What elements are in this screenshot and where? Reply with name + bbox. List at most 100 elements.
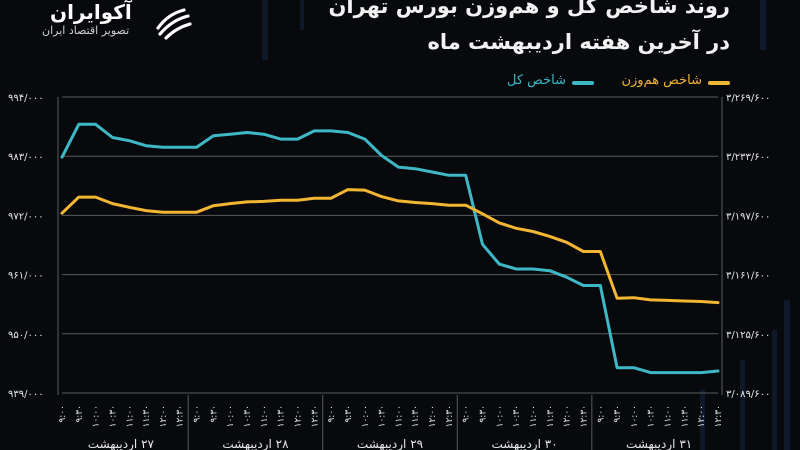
legend-swatch-total <box>572 81 594 85</box>
data-point-total <box>229 132 232 136</box>
x-axis-tick-label: ۱۰:۰۰ <box>630 405 640 427</box>
series-line-equal_weight <box>60 188 720 305</box>
day-group-label: ۲۹ اردیبهشت <box>357 437 423 450</box>
data-point-total <box>649 371 652 374</box>
data-point-total <box>346 131 350 134</box>
legend-label-total: شاخص کل <box>507 73 566 88</box>
data-point-total <box>514 267 518 271</box>
data-point-equal_weight <box>582 250 585 253</box>
data-point-equal_weight <box>430 202 434 205</box>
x-axis-tick-label: ۱۱:۳۰ <box>680 405 690 427</box>
legend-item-equal-weight: شاخص هم‌وزن <box>598 72 730 94</box>
data-point-equal_weight <box>60 212 64 215</box>
x-axis-tick-label: ۹:۰۰ <box>58 405 68 423</box>
data-point-total <box>699 371 703 374</box>
day-group-label: ۲۷ اردیبهشت <box>88 437 155 450</box>
right-axis-tick-label: ۳/۱۶۱/۶۰۰ <box>726 271 770 282</box>
x-axis-tick-label: ۱۰:۰۰ <box>92 405 102 427</box>
data-point-total <box>582 284 585 287</box>
right-axis-tick-label: ۳/۲۳۳/۶۰۰ <box>726 152 770 163</box>
data-point-equal_weight <box>262 200 266 203</box>
chart-legend: شاخص هم‌وزن شاخص کل <box>490 72 730 94</box>
background-bar <box>300 0 304 30</box>
data-point-total <box>363 137 366 141</box>
data-point-total <box>464 174 467 177</box>
data-point-total <box>683 371 686 374</box>
x-axis-tick-label: ۹:۰۰ <box>327 405 337 423</box>
data-point-equal_weight <box>229 202 232 205</box>
background-bar <box>760 0 766 50</box>
data-point-equal_weight <box>414 201 417 204</box>
data-point-total <box>60 155 64 159</box>
data-point-equal_weight <box>178 210 181 214</box>
data-point-total <box>548 269 551 272</box>
data-point-equal_weight <box>481 212 484 215</box>
brand-name: آکوایران <box>50 0 132 24</box>
data-point-total <box>615 366 619 369</box>
left-axis-tick-label: ۹۵۰/۰۰۰ <box>8 330 44 341</box>
left-axis-tick-label: ۹۳۹/۰۰۰ <box>8 389 44 400</box>
data-point-total <box>397 165 400 169</box>
x-axis-tick-label: ۱۰:۳۰ <box>243 405 253 427</box>
data-point-total <box>262 132 266 136</box>
brand-logo: آکوایران تصویر اقتصاد ایران <box>12 0 202 42</box>
data-point-equal_weight <box>464 203 467 207</box>
data-point-total <box>144 144 148 147</box>
data-point-total <box>313 129 316 133</box>
background-bar <box>784 300 790 450</box>
left-axis-tick-label: ۹۷۲/۰۰۰ <box>8 211 44 222</box>
data-point-equal_weight <box>77 195 81 199</box>
data-point-equal_weight <box>649 298 652 302</box>
data-point-equal_weight <box>296 199 299 202</box>
data-point-total <box>178 146 181 149</box>
data-point-equal_weight <box>683 299 686 303</box>
data-point-equal_weight <box>380 195 383 198</box>
chart-title: روند شاخص کل و هم‌وزن بورس تهران <box>328 0 730 18</box>
left-axis-tick-label: ۹۸۳/۰۰۰ <box>8 152 44 163</box>
x-axis-tick-label: ۱۰:۳۰ <box>108 405 118 427</box>
data-point-total <box>329 129 333 133</box>
x-axis-tick-label: ۱۱:۰۰ <box>125 405 135 427</box>
background-bar <box>700 390 705 450</box>
data-point-total <box>195 146 198 149</box>
data-point-total <box>716 369 720 373</box>
data-point-equal_weight <box>666 299 669 302</box>
data-point-total <box>666 371 669 374</box>
data-point-total <box>128 139 131 142</box>
x-axis-tick-label: ۱۱:۰۰ <box>260 405 270 427</box>
x-axis-tick-label: ۱۰:۳۰ <box>647 405 657 427</box>
legend-label-equal-weight: شاخص هم‌وزن <box>621 73 702 88</box>
data-point-total <box>414 167 417 170</box>
x-axis-tick-label: ۱۰:۳۰ <box>378 405 388 427</box>
data-point-equal_weight <box>699 300 703 303</box>
data-point-total <box>430 170 434 174</box>
x-axis-tick-label: ۱۲:۳۰ <box>176 405 186 427</box>
x-axis-tick-label: ۱۲:۳۰ <box>579 405 589 427</box>
data-point-equal_weight <box>548 235 551 238</box>
x-axis-tick-label: ۱۲:۰۰ <box>563 405 573 427</box>
x-axis-tick-label: ۹:۰۰ <box>462 405 472 423</box>
data-point-total <box>565 276 568 279</box>
x-axis-tick-label: ۹:۳۰ <box>479 405 489 423</box>
data-point-equal_weight <box>329 196 333 200</box>
data-point-equal_weight <box>94 195 97 199</box>
x-axis-tick-label: ۱۱:۳۰ <box>411 405 421 427</box>
data-point-equal_weight <box>245 200 249 204</box>
data-point-equal_weight <box>346 188 350 191</box>
data-point-equal_weight <box>144 209 148 212</box>
x-axis-tick-label: ۱۱:۳۰ <box>546 405 556 427</box>
x-axis-tick-label: ۹:۰۰ <box>193 405 203 423</box>
data-point-total <box>212 134 215 138</box>
data-point-total <box>447 174 451 177</box>
data-point-equal_weight <box>615 297 619 300</box>
right-axis-tick-label: ۳/۰۸۹/۶۰۰ <box>726 389 770 400</box>
data-point-total <box>498 262 501 266</box>
data-point-equal_weight <box>212 204 215 207</box>
x-axis-tick-label: ۱۱:۰۰ <box>394 405 404 427</box>
data-point-total <box>481 243 484 246</box>
legend-swatch-equal-weight <box>708 81 730 85</box>
right-axis-tick-label: ۳/۱۲۵/۶۰۰ <box>726 330 770 341</box>
data-point-equal_weight <box>397 199 400 203</box>
x-axis-tick-label: ۹:۰۰ <box>596 405 606 423</box>
